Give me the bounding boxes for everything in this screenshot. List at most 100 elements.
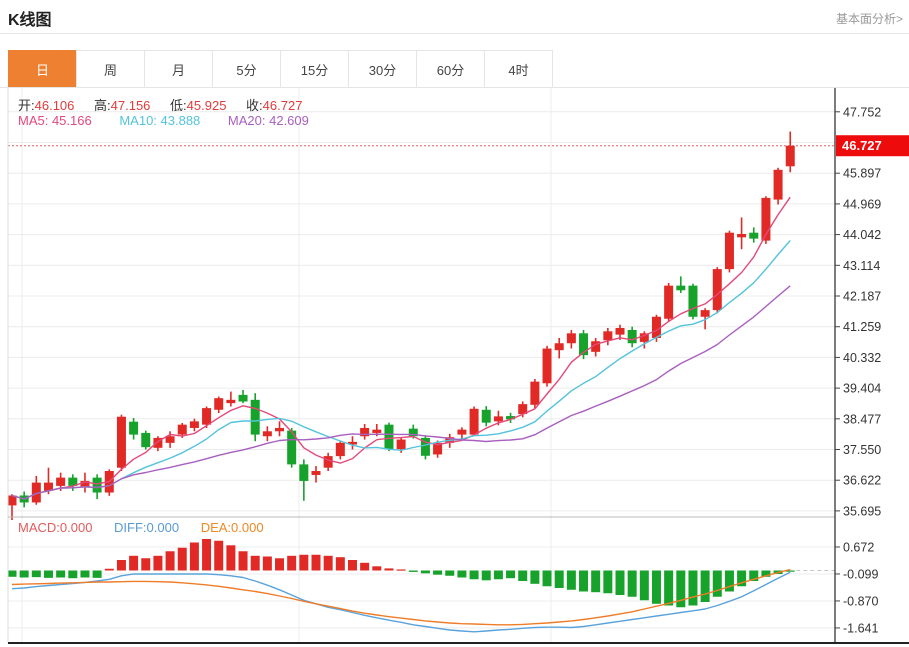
candle-body bbox=[481, 409, 491, 423]
macd-bar bbox=[372, 566, 382, 571]
candle-body bbox=[724, 232, 734, 270]
candle-body bbox=[408, 428, 418, 437]
dea-value: DEA:0.000 bbox=[200, 520, 264, 535]
macd-bar bbox=[724, 570, 734, 592]
macd-bar bbox=[615, 570, 625, 595]
macd-bar bbox=[214, 540, 224, 571]
macd-bar bbox=[250, 555, 260, 571]
candle-body bbox=[469, 408, 479, 435]
candle-body bbox=[518, 404, 528, 415]
ma-legend: MA5: 45.166 MA10: 43.888 MA20: 42.609 bbox=[18, 113, 309, 128]
macd-bar bbox=[506, 570, 516, 579]
candle-body bbox=[360, 427, 370, 437]
macd-bar bbox=[384, 568, 394, 571]
close-value: 46.727 bbox=[262, 98, 303, 113]
candle-body bbox=[347, 441, 357, 445]
candle-body bbox=[712, 269, 722, 311]
price-axis-label: 40.332 bbox=[843, 351, 881, 365]
macd-bar bbox=[749, 570, 759, 581]
candle-body bbox=[287, 430, 297, 465]
price-axis-label: 38.477 bbox=[843, 412, 881, 426]
candle-body bbox=[116, 416, 126, 468]
ma10-line bbox=[11, 240, 791, 500]
macd-bar bbox=[639, 570, 649, 601]
candle-body bbox=[56, 477, 66, 486]
macd-bar bbox=[688, 570, 698, 606]
candle-body bbox=[700, 310, 710, 317]
tab-30min[interactable]: 30分 bbox=[348, 50, 417, 88]
candle-body bbox=[664, 285, 674, 319]
macd-bar bbox=[68, 570, 78, 579]
macd-bar bbox=[31, 570, 41, 578]
tab-week[interactable]: 周 bbox=[76, 50, 145, 88]
candle-body bbox=[335, 442, 345, 457]
price-axis-label: 43.114 bbox=[843, 259, 880, 273]
close-label: 收: bbox=[246, 98, 263, 113]
candle-body bbox=[396, 439, 406, 450]
ma5-line bbox=[11, 196, 791, 500]
price-axis-label: 44.042 bbox=[843, 228, 881, 242]
candle-body bbox=[651, 316, 661, 338]
macd-bar bbox=[56, 570, 66, 578]
tab-15min[interactable]: 15分 bbox=[280, 50, 349, 88]
macd-bar bbox=[518, 570, 528, 581]
ma20-line bbox=[11, 285, 791, 500]
title-divider bbox=[0, 33, 909, 34]
candle-body bbox=[676, 285, 686, 291]
macd-bar bbox=[737, 570, 747, 587]
candle-body bbox=[785, 145, 795, 167]
macd-axis-label: 0.672 bbox=[843, 540, 874, 554]
macd-bar bbox=[275, 558, 285, 571]
macd-bar bbox=[323, 555, 333, 571]
candle-body bbox=[554, 343, 564, 351]
candle-body bbox=[7, 495, 17, 506]
price-axis-label: 36.622 bbox=[843, 474, 881, 488]
candle-body bbox=[591, 341, 601, 352]
macd-bar bbox=[238, 551, 248, 571]
candle-body bbox=[226, 399, 236, 404]
candle-body bbox=[250, 399, 260, 435]
candle-body bbox=[506, 416, 516, 420]
macd-bar bbox=[129, 555, 139, 571]
low-value: 45.925 bbox=[186, 98, 227, 113]
page-title: K线图 bbox=[8, 12, 52, 29]
candle-body bbox=[68, 477, 78, 486]
macd-bar bbox=[700, 570, 710, 602]
macd-bar bbox=[542, 570, 552, 587]
macd-bar bbox=[347, 560, 357, 571]
candle-body bbox=[129, 421, 139, 435]
macd-bar bbox=[7, 570, 17, 577]
diff-line bbox=[11, 571, 791, 633]
macd-bar bbox=[651, 570, 661, 604]
price-axis-label: 45.897 bbox=[843, 167, 881, 181]
macd-bar bbox=[189, 542, 199, 571]
open-label: 开: bbox=[18, 98, 35, 113]
macd-legend: MACD:0.000 DIFF:0.000 DEA:0.000 bbox=[18, 520, 264, 535]
macd-bar bbox=[202, 539, 212, 571]
macd-bar bbox=[554, 570, 564, 588]
candle-body bbox=[737, 234, 747, 238]
tab-4hour[interactable]: 4时 bbox=[484, 50, 553, 88]
candle-body bbox=[530, 381, 540, 405]
macd-bar bbox=[153, 555, 163, 571]
macd-bar bbox=[481, 570, 491, 581]
macd-bar bbox=[116, 560, 126, 571]
macd-bar bbox=[579, 570, 589, 592]
open-value: 46.106 bbox=[34, 98, 75, 113]
candle-body bbox=[262, 431, 272, 437]
macd-bar bbox=[433, 570, 443, 575]
candle-body bbox=[311, 471, 321, 475]
high-value: 47.156 bbox=[110, 98, 151, 113]
tab-60min[interactable]: 60分 bbox=[416, 50, 485, 88]
price-axis-label: 39.404 bbox=[843, 382, 881, 396]
macd-bar bbox=[177, 547, 187, 571]
candle-body bbox=[141, 432, 151, 448]
candle-body bbox=[773, 169, 783, 200]
macd-bar bbox=[469, 570, 479, 580]
price-axis-label: 41.259 bbox=[843, 320, 881, 334]
tab-month[interactable]: 月 bbox=[144, 50, 213, 88]
candle-body bbox=[299, 464, 309, 481]
fundamental-analysis-link[interactable]: 基本面分析> bbox=[835, 12, 903, 26]
macd-bar bbox=[664, 570, 674, 606]
